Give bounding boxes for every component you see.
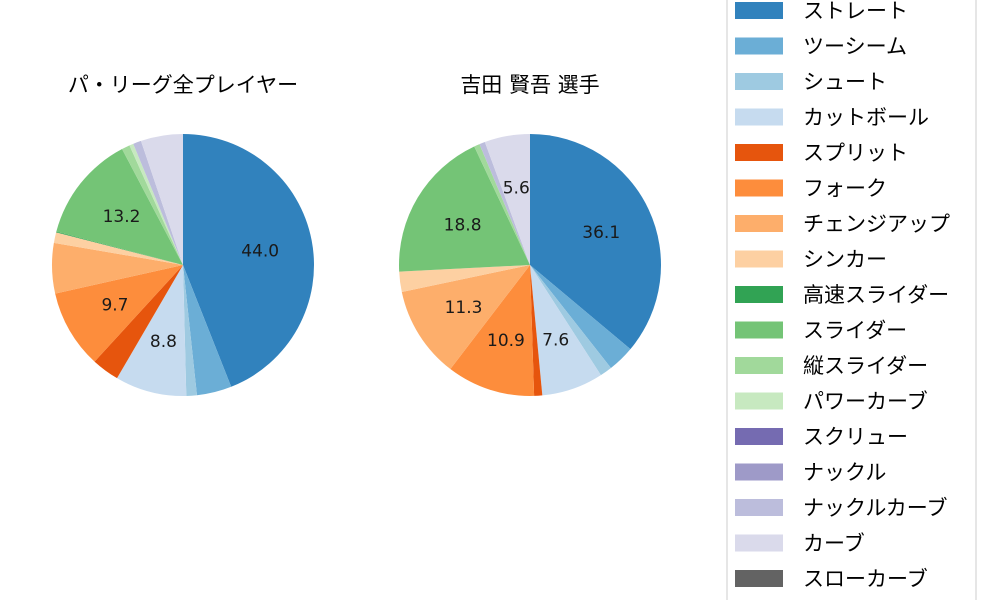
legend-label: カットボール	[803, 106, 929, 130]
legend-swatch	[735, 215, 783, 232]
pie-slice-4	[530, 265, 543, 396]
pie-slice-0	[183, 134, 314, 387]
legend-swatch	[735, 179, 783, 197]
legend-label: スプリット	[803, 141, 908, 165]
legend-label: スローカーブ	[803, 567, 928, 591]
legend-label: フォーク	[803, 177, 887, 201]
legend-label: シンカー	[803, 248, 887, 272]
pie-slice-3	[117, 265, 187, 396]
pie-slice-9	[399, 146, 530, 272]
legend-swatch	[735, 286, 783, 303]
pie-value-label: 7.6	[542, 330, 569, 350]
pie-value-label: 10.9	[487, 331, 525, 351]
pie-slice-9	[56, 149, 184, 265]
legend-label: ナックル	[803, 461, 886, 485]
legend-frame	[726, 0, 977, 600]
pie-slice-3	[530, 265, 601, 396]
legend-swatch	[735, 392, 783, 410]
legend-swatch	[735, 73, 783, 90]
pie-yoshida-kengo: 吉田 賢吾 選手 36.1 7.6 10.911.3 18.8 5.6	[399, 73, 661, 396]
legend-label: ストレート	[803, 0, 908, 23]
pie-value-label: 11.3	[445, 298, 483, 318]
legend-swatch	[735, 357, 783, 374]
legend-swatch	[735, 250, 783, 268]
pie-value-label: 36.1	[582, 223, 620, 243]
pie-slice-1	[530, 265, 631, 369]
legend-label: スライダー	[803, 319, 907, 343]
legend-label: シュート	[803, 70, 887, 94]
pie-slice-2	[183, 265, 197, 396]
legend-swatch	[735, 463, 783, 481]
legend-label: カーブ	[803, 532, 865, 556]
pie-slice-10	[122, 145, 183, 265]
legend-label: ナックルカーブ	[803, 496, 947, 520]
pie-slice-6	[52, 242, 183, 294]
legend-label: 高速スライダー	[803, 283, 949, 307]
pie-slice-5	[55, 265, 183, 362]
pie-value-label: 13.2	[103, 207, 141, 227]
legend-swatch	[735, 108, 783, 126]
legend: ストレートツーシームシュートカットボールスプリットフォークチェンジアップシンカー…	[726, 0, 977, 600]
pie-slice-7	[53, 232, 184, 265]
pie-slice-14	[133, 140, 183, 265]
pie-slice-2	[530, 265, 611, 376]
pie-value-label: 44.0	[241, 241, 279, 261]
legend-label: チェンジアップ	[803, 212, 950, 236]
legend-swatch	[735, 2, 783, 19]
legend-label: パワーカーブ	[803, 390, 928, 414]
legend-swatch	[735, 428, 783, 445]
pie-slice-6	[401, 265, 530, 370]
legend-swatch	[735, 321, 783, 339]
pie-slice-7	[399, 265, 530, 292]
pie-slice-14	[479, 142, 530, 265]
pie-slice-4	[94, 265, 183, 379]
pie-slice-10	[474, 144, 530, 265]
pie-title-player: 吉田 賢吾 選手	[460, 73, 599, 97]
pie-value-label: 5.6	[503, 179, 530, 199]
pie-slice-5	[450, 265, 535, 396]
pie-slice-11	[129, 143, 183, 265]
pie-value-label: 8.8	[150, 332, 177, 352]
legend-swatch	[735, 499, 783, 516]
pie-slice-0	[530, 134, 661, 350]
legend-swatch	[735, 37, 783, 55]
pie-slice-1	[183, 265, 232, 396]
pie-slice-8	[56, 231, 184, 265]
legend-swatch	[735, 144, 783, 161]
legend-swatch	[735, 570, 783, 587]
legend-label: ツーシーム	[803, 35, 907, 59]
pie-league-all-players: パ・リーグ全プレイヤー 44.0 8.8 9.7 13.2	[52, 73, 314, 396]
legend-label: スクリュー	[803, 425, 908, 449]
pie-value-label: 18.8	[444, 216, 482, 236]
pie-value-label: 9.7	[101, 295, 128, 315]
pie-slice-15	[140, 134, 183, 265]
legend-swatch	[735, 534, 783, 552]
pie-slice-15	[484, 134, 530, 265]
pie-title-league: パ・リーグ全プレイヤー	[68, 73, 298, 97]
legend-label: 縦スライダー	[803, 354, 928, 378]
